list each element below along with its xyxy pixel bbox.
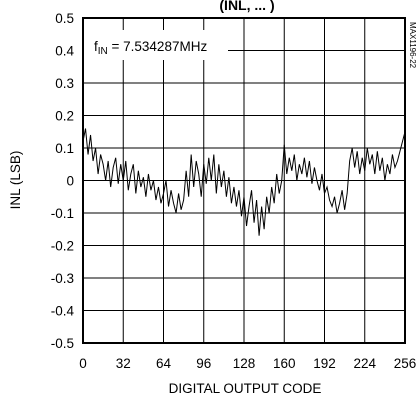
x-tick-label: 128: [233, 356, 256, 371]
x-tick-label: 224: [353, 356, 376, 371]
y-tick-label: 0.5: [55, 11, 74, 26]
annotation-prefix: f: [94, 39, 98, 54]
plot-frame: [82, 17, 406, 344]
y-tick-label: 0.3: [55, 76, 74, 91]
series-line-inl: [82, 128, 406, 236]
x-tick-label: 0: [79, 356, 87, 371]
annotation-text: fIN = 7.534287MHz: [94, 39, 207, 57]
x-tick-label: 256: [394, 356, 417, 371]
y-tick-label: -0.5: [51, 336, 74, 351]
x-tick-label: 192: [313, 356, 336, 371]
y-tick-label: 0.1: [55, 141, 74, 156]
y-tick-label: 0.2: [55, 109, 74, 124]
x-tick-label: 96: [196, 356, 211, 371]
y-tick-label: 0.4: [55, 44, 74, 59]
annotation-box: [84, 30, 228, 60]
y-tick-label: -0.1: [51, 206, 74, 221]
side-code: MAX1196-22: [408, 22, 417, 69]
y-tick-label: -0.4: [51, 304, 75, 319]
y-axis-label: INL (LSB): [8, 151, 23, 210]
chart-title-fragment: (INL, ... ): [219, 0, 274, 13]
x-tick-labels: 0 32 64 96 128 160 192 224 256: [79, 356, 416, 371]
grid: [82, 17, 406, 344]
annotation-subscript: IN: [98, 46, 108, 57]
x-tick-label: 64: [156, 356, 172, 371]
y-tick-label: -0.3: [51, 271, 74, 286]
x-axis-label: DIGITAL OUTPUT CODE: [169, 381, 322, 396]
x-tick-label: 160: [273, 356, 296, 371]
y-tick-label: 0: [66, 174, 74, 189]
annotation-value: = 7.534287MHz: [108, 39, 208, 54]
y-tick-labels: 0.5 0.4 0.3 0.2 0.1 0 -0.1 -0.2 -0.3 -0.4 -0.5: [51, 11, 75, 351]
y-tick-label: -0.2: [51, 239, 74, 254]
x-tick-label: 32: [116, 356, 131, 371]
